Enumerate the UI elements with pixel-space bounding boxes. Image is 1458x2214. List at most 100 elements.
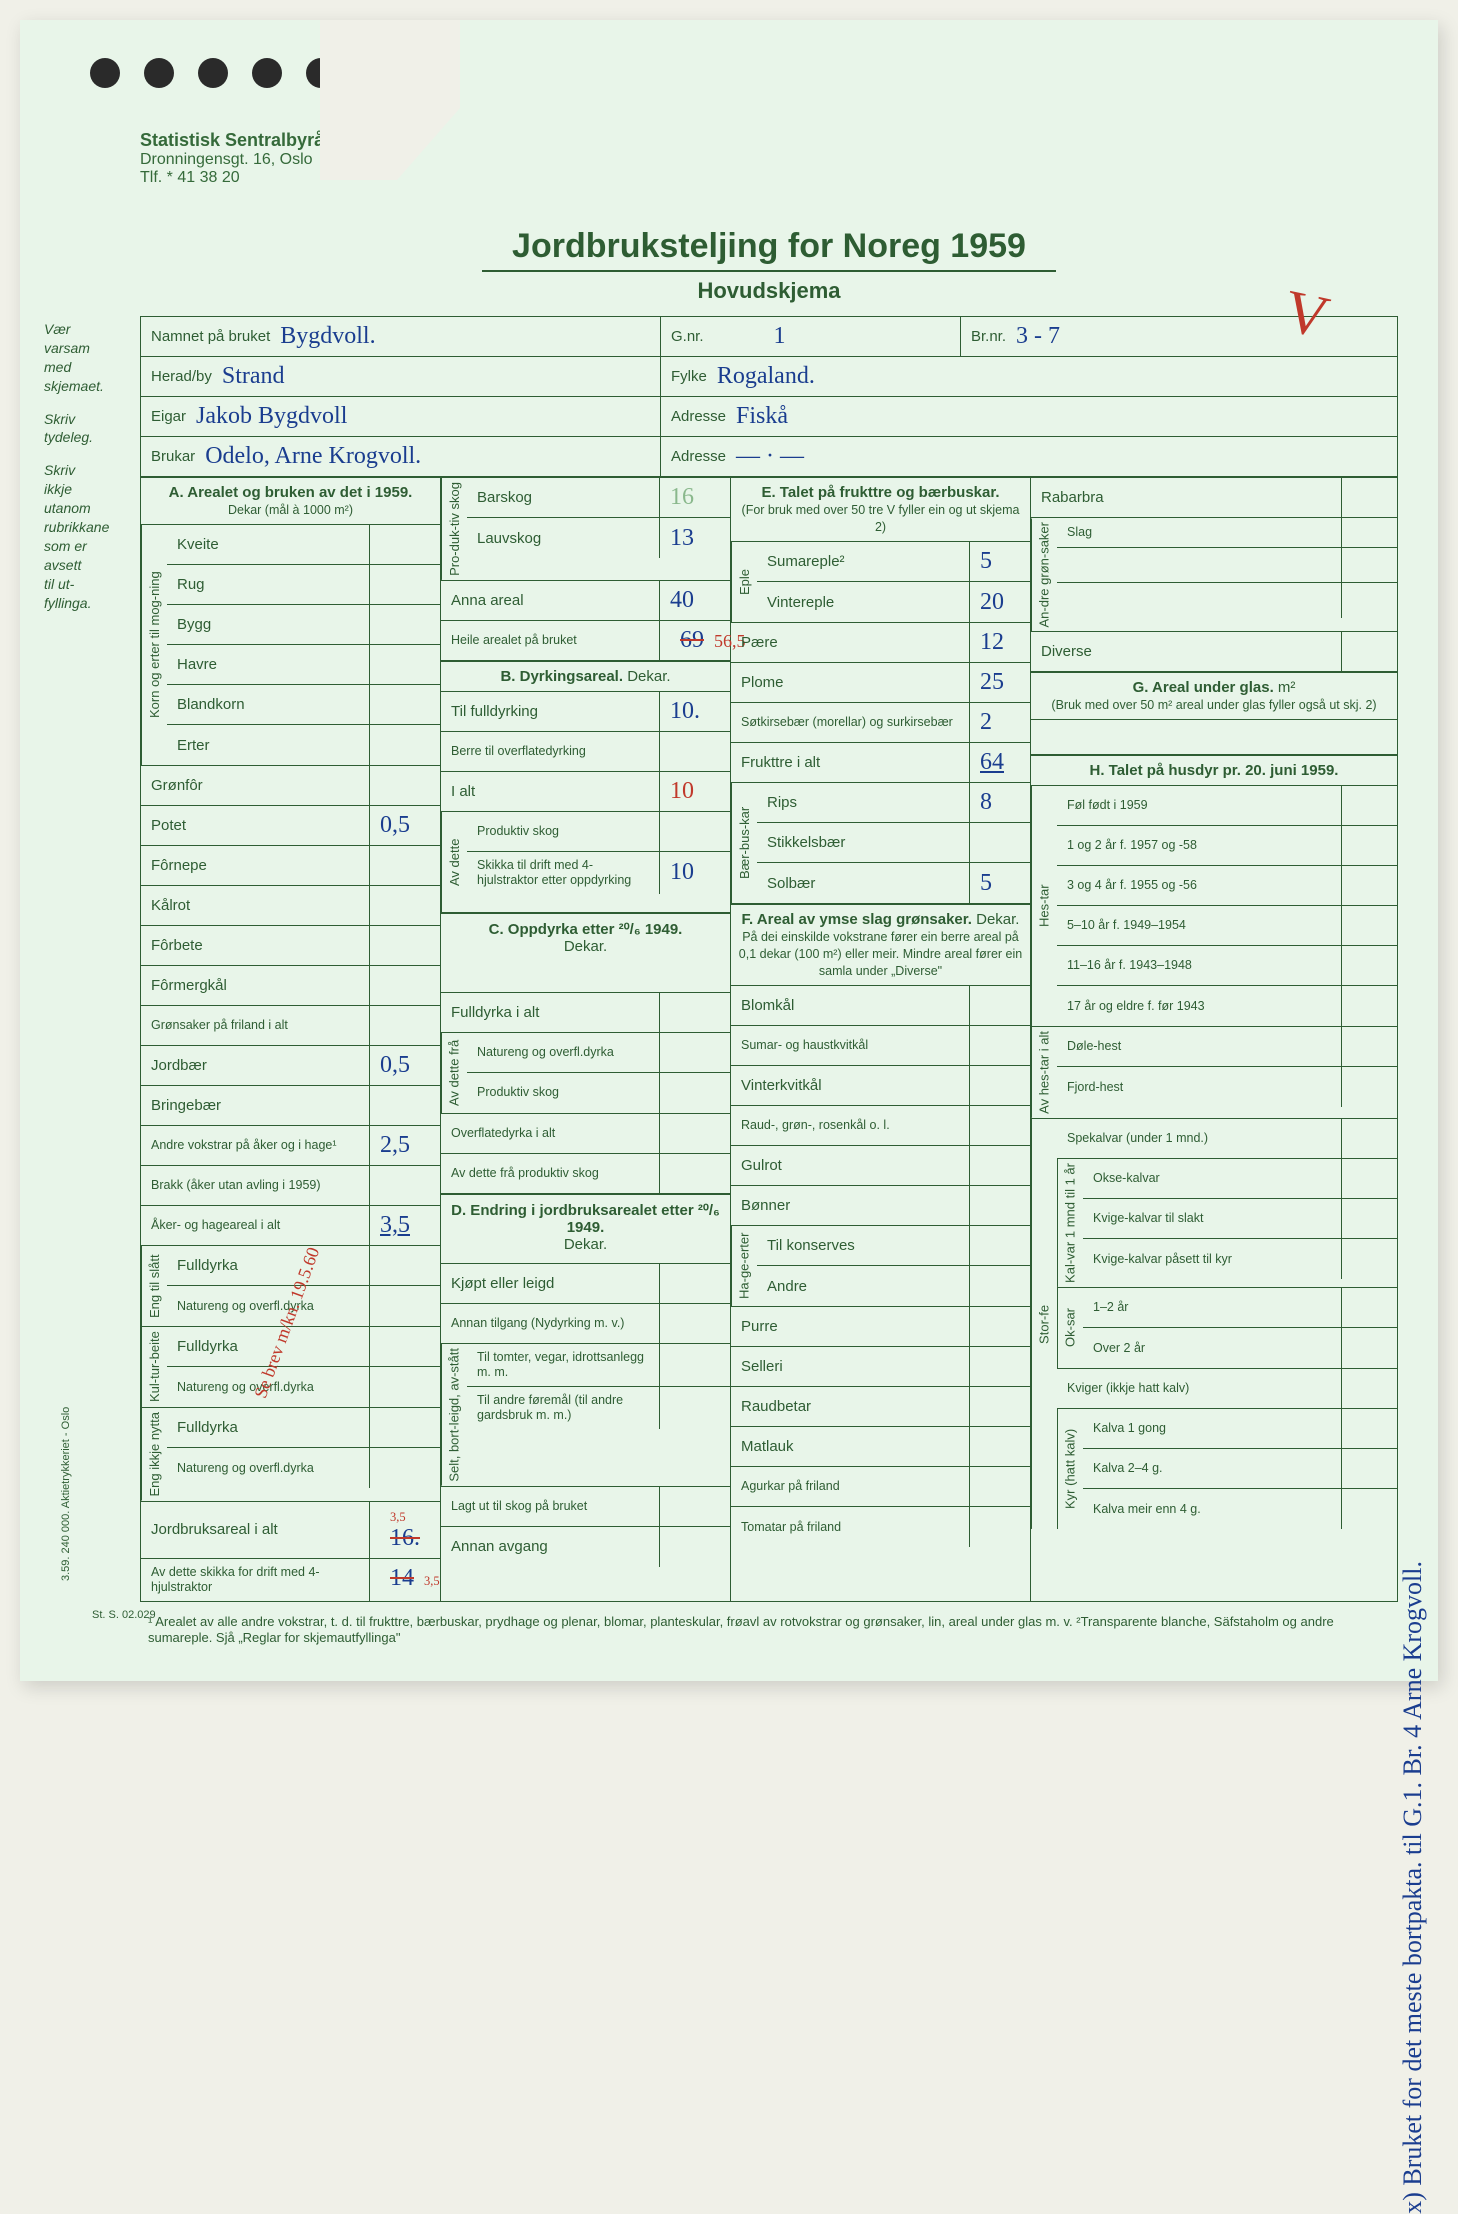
herad-value: Strand: [212, 363, 285, 390]
vintereple-value: 20: [970, 582, 1030, 622]
tilfull-label: Til fulldyrking: [441, 692, 660, 731]
rug-value: [370, 565, 440, 604]
f-note: På dei einskilde vokstrane fører ein ber…: [739, 930, 1022, 978]
gronsaker-value: [370, 1006, 440, 1045]
g-head: G. Areal under glas.: [1133, 679, 1274, 696]
bringebaer-label: Bringebær: [141, 1086, 370, 1125]
solbaer-label: Solbær: [757, 863, 970, 903]
c-head: C. Oppdyrka etter ²⁰/₆ 1949.: [489, 921, 683, 938]
skikka-value: 10: [660, 852, 730, 894]
gnr-value: 1: [764, 323, 786, 350]
hestar-label: Hes-tar: [1031, 786, 1057, 1026]
fulldyrka-label: Fulldyrka: [167, 1246, 370, 1285]
forbete-label: Fôrbete: [141, 926, 370, 965]
f-head: F. Areal av ymse slag grønsaker.: [742, 911, 972, 928]
kveite-value: [370, 525, 440, 564]
fornepe-value: [370, 846, 440, 885]
erter-value: [370, 725, 440, 765]
kalrot-label: Kålrot: [141, 886, 370, 925]
plome-value: 25: [970, 663, 1030, 702]
herad-label: Herad/by: [151, 368, 212, 385]
print-code: St. S. 02.029: [92, 1609, 156, 1621]
title-block: Jordbruksteljing for Noreg 1959 Hovudskj…: [140, 227, 1398, 304]
ialt-value: 10: [660, 772, 730, 811]
paere-value: 12: [970, 623, 1030, 662]
adr2-label: Adresse: [671, 448, 726, 465]
print-info-vertical: 3.59. 240 000. Aktietrykkeriet - Oslo: [60, 1407, 72, 1581]
eigar-label: Eigar: [151, 408, 186, 425]
bringebaer-value: [370, 1086, 440, 1125]
heile-value-old: 69: [670, 627, 704, 653]
jordbaer-value: 0,5: [370, 1046, 440, 1085]
page-title: Jordbruksteljing for Noreg 1959: [482, 227, 1056, 272]
solbaer-value: 5: [970, 863, 1030, 903]
section-ef: E. Talet på frukttre og bærbuskar. (For …: [731, 478, 1031, 1601]
fylke-label: Fylke: [671, 368, 707, 385]
h-head: H. Talet på husdyr pr. 20. juni 1959.: [1090, 762, 1339, 779]
b-head: B. Dyrkingsareal.: [500, 668, 623, 685]
gronfor-value: [370, 766, 440, 805]
page-subtitle: Hovudskjema: [140, 278, 1398, 304]
section-middle: Pro-duk-tiv skog Barskog16 Lauvskog13 An…: [441, 478, 731, 1601]
lauvskog-value: 13: [660, 518, 730, 558]
kalrot-value: [370, 886, 440, 925]
e-sub: (For bruk med over 50 tre V fyller ein o…: [742, 503, 1020, 534]
natureng-label: Natureng og overfl.dyrka: [167, 1286, 370, 1326]
fylke-value: Rogaland.: [707, 363, 815, 390]
jordbruksareal-value: 16.: [380, 1525, 420, 1551]
potet-value: 0,5: [370, 806, 440, 845]
a-sub: Dekar (mål à 1000 m²): [228, 503, 353, 517]
kultur-label: Kul-tur-beite: [141, 1327, 167, 1407]
adr2-value: — · —: [726, 443, 804, 470]
avdette4hjul-label: Av dette skikka for drift med 4-hjulstra…: [141, 1559, 370, 1601]
vintereple-label: Vintereple: [757, 582, 970, 622]
andre-label: Andre vokstrar på åker og i hage¹: [141, 1126, 370, 1165]
brnr-label: Br.nr.: [971, 328, 1006, 345]
eigar-value: Jakob Bygdvoll: [186, 403, 347, 430]
brukar-label: Brukar: [151, 448, 195, 465]
engslatt-label: Eng til slått: [141, 1246, 167, 1326]
bygg-value: [370, 605, 440, 644]
prodskog-label: Pro-duk-tiv skog: [441, 478, 467, 580]
footnote: ¹ Arealet av alle andre vokstrar, t. d. …: [140, 1602, 1398, 1652]
stikkels-label: Stikkelsbær: [757, 823, 970, 862]
section-right: Rabarbra An-dre grøn-saker Slag Diverse …: [1031, 478, 1397, 1601]
brnr-value: 3 - 7: [1006, 323, 1060, 350]
anna-value: 40: [660, 581, 730, 620]
eple-label: Eple: [731, 542, 757, 622]
diverse-label: Diverse: [1031, 632, 1342, 671]
paere-label: Pære: [731, 623, 970, 662]
avdette-label: Av dette: [441, 812, 467, 912]
forbete-value: [370, 926, 440, 965]
brakk-label: Brakk (åker utan avling i 1959): [141, 1166, 370, 1205]
brakk-value: [370, 1166, 440, 1205]
havre-label: Havre: [167, 645, 370, 684]
org-name: Statistisk Sentralbyrå: [140, 130, 324, 150]
ialt-label: I alt: [441, 772, 660, 811]
erter-label: Erter: [167, 725, 370, 765]
formergkal-value: [370, 966, 440, 1005]
lauvskog-label: Lauvskog: [467, 518, 660, 558]
rips-value: 8: [970, 783, 1030, 822]
aker-label: Åker- og hageareal i alt: [141, 1206, 370, 1245]
anna-label: Anna areal: [441, 581, 660, 620]
g-note: (Bruk med over 50 m² areal under glas fy…: [1051, 698, 1376, 712]
bygg-label: Bygg: [167, 605, 370, 644]
sumareple-value: 5: [970, 542, 1030, 581]
namnet-label: Namnet på bruket: [151, 328, 270, 345]
andre-value: 2,5: [370, 1126, 440, 1165]
jordbaer-label: Jordbær: [141, 1046, 370, 1085]
d-head: D. Endring i jordbruksarealet etter ²⁰/₆…: [451, 1202, 720, 1236]
barskog-value: 16: [660, 478, 730, 517]
storfe-label: Stor-fe: [1031, 1119, 1057, 1529]
instructions-sidebar: Værvarsammedskjemaet. Skrivtydeleg. Skri…: [44, 320, 126, 626]
fornepe-label: Fôrnepe: [141, 846, 370, 885]
tilfull-value: 10.: [660, 692, 730, 731]
adr1-label: Adresse: [671, 408, 726, 425]
barskog-label: Barskog: [467, 478, 660, 517]
baer-label: Bær-bus-kar: [731, 783, 757, 903]
aker-value: 3,5: [370, 1206, 440, 1245]
rabarbra-label: Rabarbra: [1031, 478, 1342, 517]
frukttre-value: 64: [970, 743, 1030, 782]
org-addr: Dronningensgt. 16, Oslo: [140, 151, 313, 168]
